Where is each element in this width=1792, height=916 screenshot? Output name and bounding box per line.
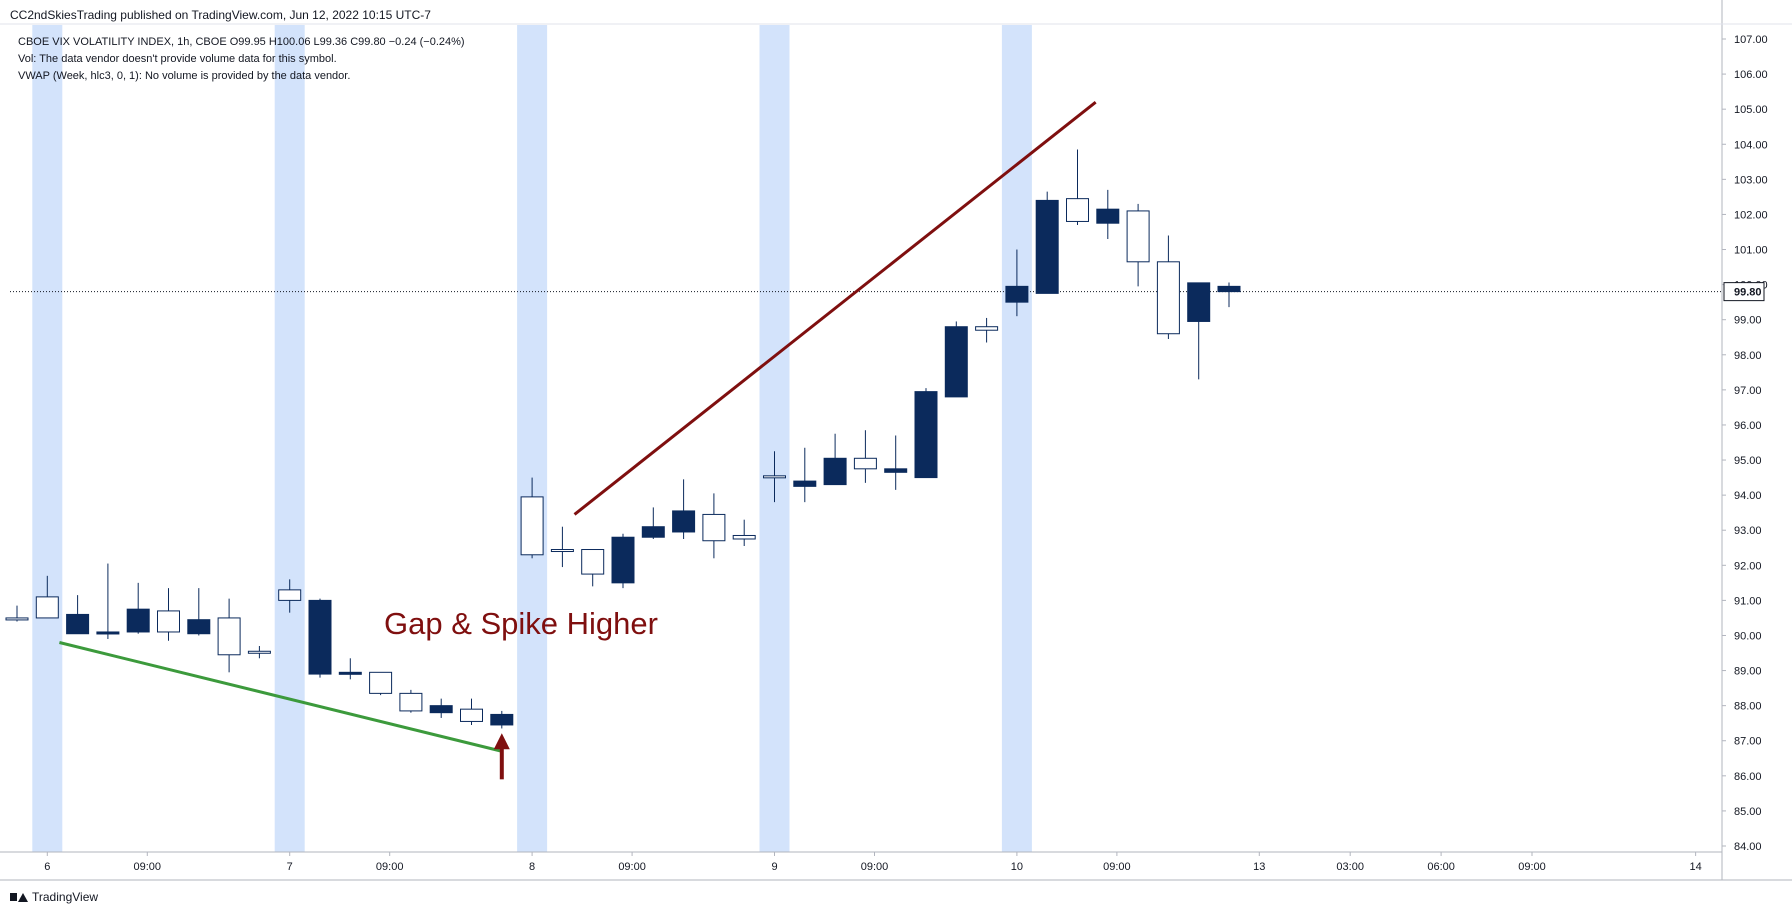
x-tick-label: 10 xyxy=(1011,861,1023,873)
y-tick-label: 97.00 xyxy=(1734,385,1762,397)
y-tick-label: 85.00 xyxy=(1734,806,1762,818)
x-tick-label: 06:00 xyxy=(1427,861,1455,873)
last-price-label-box xyxy=(1723,282,1765,302)
y-tick-label: 101.00 xyxy=(1734,245,1768,257)
candle-body xyxy=(278,589,302,601)
candle-body xyxy=(429,705,453,714)
y-tick-label: 94.00 xyxy=(1734,490,1762,502)
candle-body xyxy=(338,671,362,675)
candle-body xyxy=(399,692,423,712)
candle-body xyxy=(247,650,271,654)
x-tick-label: 09:00 xyxy=(618,861,646,873)
y-tick-label: 99.00 xyxy=(1734,315,1762,327)
last-price-label: 99.80 xyxy=(1734,287,1762,299)
candle-body xyxy=(944,326,968,398)
candle-body xyxy=(157,610,180,633)
candle-body xyxy=(35,596,59,619)
x-tick-label: 09:00 xyxy=(1518,861,1546,873)
x-tick-label: 09:00 xyxy=(376,861,404,873)
y-tick-label: 102.00 xyxy=(1734,209,1768,221)
downtrend-line xyxy=(59,641,503,753)
candle-body xyxy=(611,536,635,584)
candle-body xyxy=(460,708,483,722)
uptrend-line xyxy=(573,100,1097,516)
session-band xyxy=(32,25,63,852)
up-arrow-icon xyxy=(493,733,510,750)
candle-body xyxy=(1156,261,1180,335)
y-tick-label: 90.00 xyxy=(1734,630,1762,642)
candle-body xyxy=(1217,285,1241,293)
y-tick-label: 84.00 xyxy=(1734,841,1762,853)
candle-body xyxy=(187,619,211,635)
candle-body xyxy=(853,457,877,470)
y-tick-label: 98.00 xyxy=(1734,350,1762,362)
y-tick-label: 96.00 xyxy=(1734,420,1762,432)
candle-body xyxy=(308,599,332,675)
session-band xyxy=(759,25,790,852)
y-tick-label: 88.00 xyxy=(1734,701,1762,713)
publisher-line: CC2ndSkiesTrading published on TradingVi… xyxy=(10,8,431,22)
y-tick-label: 107.00 xyxy=(1734,34,1768,46)
candle-body xyxy=(823,457,847,486)
session-band xyxy=(1001,25,1032,852)
y-tick-label: 87.00 xyxy=(1734,736,1762,748)
y-tick-label: 95.00 xyxy=(1734,455,1762,467)
footer-brand-text: TradingView xyxy=(32,890,99,904)
candle-body xyxy=(1066,198,1089,222)
y-tick-label: 86.00 xyxy=(1734,771,1762,783)
candle-body xyxy=(793,480,817,487)
candle-body xyxy=(1126,210,1150,263)
candle-body xyxy=(1005,285,1029,303)
x-tick-label: 14 xyxy=(1689,861,1701,873)
candle-body xyxy=(641,526,665,538)
candle-body xyxy=(763,475,786,479)
x-tick-label: 9 xyxy=(771,861,777,873)
candle-body xyxy=(126,608,150,633)
session-band xyxy=(517,25,548,852)
candle-body xyxy=(520,496,544,556)
y-tick-label: 93.00 xyxy=(1734,525,1762,537)
y-tick-label: 105.00 xyxy=(1734,104,1768,116)
y-tick-label: 92.00 xyxy=(1734,560,1762,572)
x-tick-label: 09:00 xyxy=(1103,861,1131,873)
x-tick-label: 7 xyxy=(287,861,293,873)
y-tick-label: 89.00 xyxy=(1734,666,1762,678)
y-tick-label: 106.00 xyxy=(1734,69,1768,81)
candle-body xyxy=(217,617,241,656)
candle-body xyxy=(1187,282,1211,322)
x-tick-label: 8 xyxy=(529,861,535,873)
footer-brand[interactable]: TradingView xyxy=(10,890,98,904)
candle-body xyxy=(581,549,605,575)
x-tick-label: 09:00 xyxy=(861,861,889,873)
candle-body xyxy=(975,326,999,331)
candle-body xyxy=(369,671,393,694)
candle-body xyxy=(490,713,514,726)
x-tick-label: 09:00 xyxy=(134,861,162,873)
candle-body xyxy=(5,617,29,621)
y-tick-label: 91.00 xyxy=(1734,595,1762,607)
session-band xyxy=(274,25,305,852)
candle-body xyxy=(732,534,756,540)
x-tick-label: 6 xyxy=(44,861,50,873)
candle-body xyxy=(672,510,696,533)
candle-body xyxy=(914,391,938,479)
x-tick-label: 13 xyxy=(1253,861,1265,873)
annotation-text: Gap & Spike Higher xyxy=(384,606,658,641)
volume-info-line[interactable]: Vol: The data vendor doesn't provide vol… xyxy=(18,53,337,65)
candle-body xyxy=(1096,208,1120,224)
x-tick-label: 03:00 xyxy=(1336,861,1364,873)
candle-body xyxy=(96,631,120,635)
candle-body xyxy=(702,513,726,542)
candle-body xyxy=(66,613,90,635)
candle-body xyxy=(550,549,574,553)
y-tick-label: 104.00 xyxy=(1734,139,1768,151)
vwap-info-line[interactable]: VWAP (Week, hlc3, 0, 1): No volume is pr… xyxy=(18,70,351,82)
candle-body xyxy=(1035,199,1059,294)
tradingview-logo-icon xyxy=(10,891,28,903)
symbol-info-line[interactable]: CBOE VIX VOLATILITY INDEX, 1h, CBOE O99.… xyxy=(18,36,465,48)
y-tick-label: 103.00 xyxy=(1734,174,1768,186)
candle-body xyxy=(884,468,908,473)
